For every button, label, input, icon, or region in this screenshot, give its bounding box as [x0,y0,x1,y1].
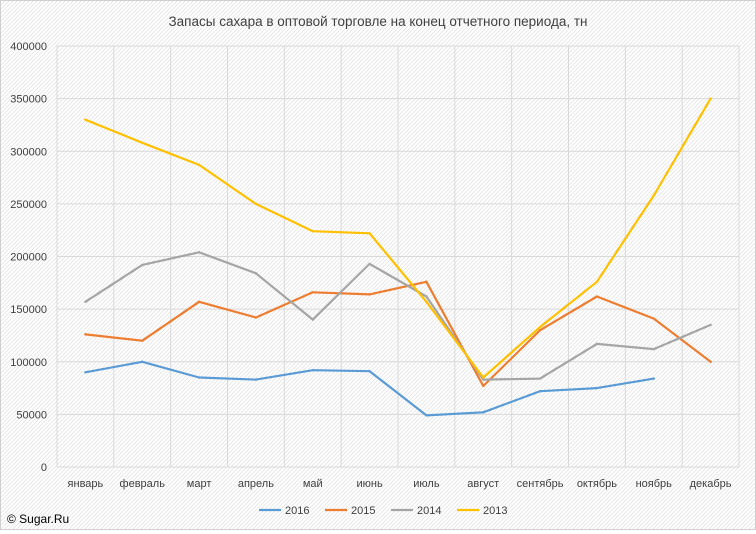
legend-label-2014: 2014 [417,505,441,517]
y-tick-label: 300000 [10,146,47,158]
x-axis-tick-labels: январь февраль март апрель май июнь июль август… [68,478,732,490]
chart-title: Запасы сахара в оптовой торговле на коне… [169,14,588,29]
x-tick-label: май [303,478,323,490]
data-point-2016 [652,377,655,380]
data-point-2013 [425,300,428,303]
data-point-2016 [368,370,371,373]
data-point-2015 [197,300,201,303]
legend-label-2016: 2016 [285,505,309,517]
data-point-2014 [197,251,201,254]
data-point-2015 [84,333,87,336]
x-tick-label: август [467,478,499,490]
data-point-2013 [254,202,258,206]
credit-label: © Sugar.Ru [7,512,69,526]
legend-label-2015: 2015 [351,505,375,517]
y-tick-label: 150000 [10,304,47,316]
y-tick-label: 350000 [10,94,47,106]
data-point-2015 [425,280,428,283]
y-axis-tick-labels: 0 50000 100000 150000 200000 250000 300000 3500… [10,41,47,474]
data-point-2015 [482,384,485,388]
data-point-2014 [595,342,599,346]
data-point-2014 [84,300,87,303]
x-tick-label: февраль [120,478,166,490]
x-tick-label: январь [68,478,104,490]
data-point-2014 [254,272,258,275]
data-point-2014 [368,262,371,266]
series-line-2014 [84,251,712,381]
x-tick-label: сентябрь [517,478,564,490]
series-line-2013 [84,97,712,379]
y-tick-label: 50000 [16,409,47,421]
data-point-2013 [141,141,144,145]
data-point-2013 [709,97,712,100]
data-point-2016 [84,371,87,374]
y-tick-label: 400000 [10,41,47,53]
legend-label-2013: 2013 [483,505,507,517]
y-tick-label: 0 [41,462,47,474]
series-lines [84,97,712,417]
data-point-2016 [538,390,542,393]
data-point-2013 [84,118,87,121]
data-point-2014 [652,347,655,351]
data-point-2015 [709,360,712,363]
data-point-2014 [482,378,485,381]
x-tick-label: июнь [356,478,382,490]
data-point-2016 [595,386,599,390]
data-point-2013 [652,194,655,197]
data-point-2016 [197,376,201,379]
x-tick-label: октябрь [577,478,617,490]
legend: 2016 2015 2014 2013 [259,505,507,517]
x-tick-label: декабрь [690,478,732,490]
data-point-2014 [425,295,428,298]
data-point-2016 [425,414,428,417]
data-point-2013 [197,163,201,167]
data-point-2013 [368,232,371,235]
x-tick-label: март [187,478,212,490]
x-tick-label: апрель [238,478,274,490]
data-point-2015 [652,317,655,320]
data-point-2013 [595,280,599,283]
data-point-2016 [254,378,258,381]
data-point-2013 [538,325,542,329]
data-point-2014 [311,318,314,321]
data-point-2013 [482,376,485,379]
data-point-2016 [141,360,144,363]
data-point-2015 [368,293,371,296]
data-point-2014 [538,377,542,380]
y-tick-label: 200000 [10,252,47,264]
data-point-2015 [254,316,258,319]
data-point-2016 [482,411,485,414]
data-point-2016 [311,368,314,372]
data-point-2014 [709,323,712,327]
data-point-2015 [595,295,599,298]
x-tick-label: июль [413,478,440,490]
y-tick-label: 100000 [10,357,47,369]
series-line-2015 [84,280,712,388]
data-point-2015 [311,291,314,294]
data-point-2015 [141,339,144,342]
data-point-2014 [141,263,144,267]
gridlines [56,45,740,468]
data-point-2015 [538,328,542,332]
data-point-2013 [311,230,314,233]
x-tick-label: ноябрь [636,478,673,490]
y-tick-label: 250000 [10,199,47,211]
